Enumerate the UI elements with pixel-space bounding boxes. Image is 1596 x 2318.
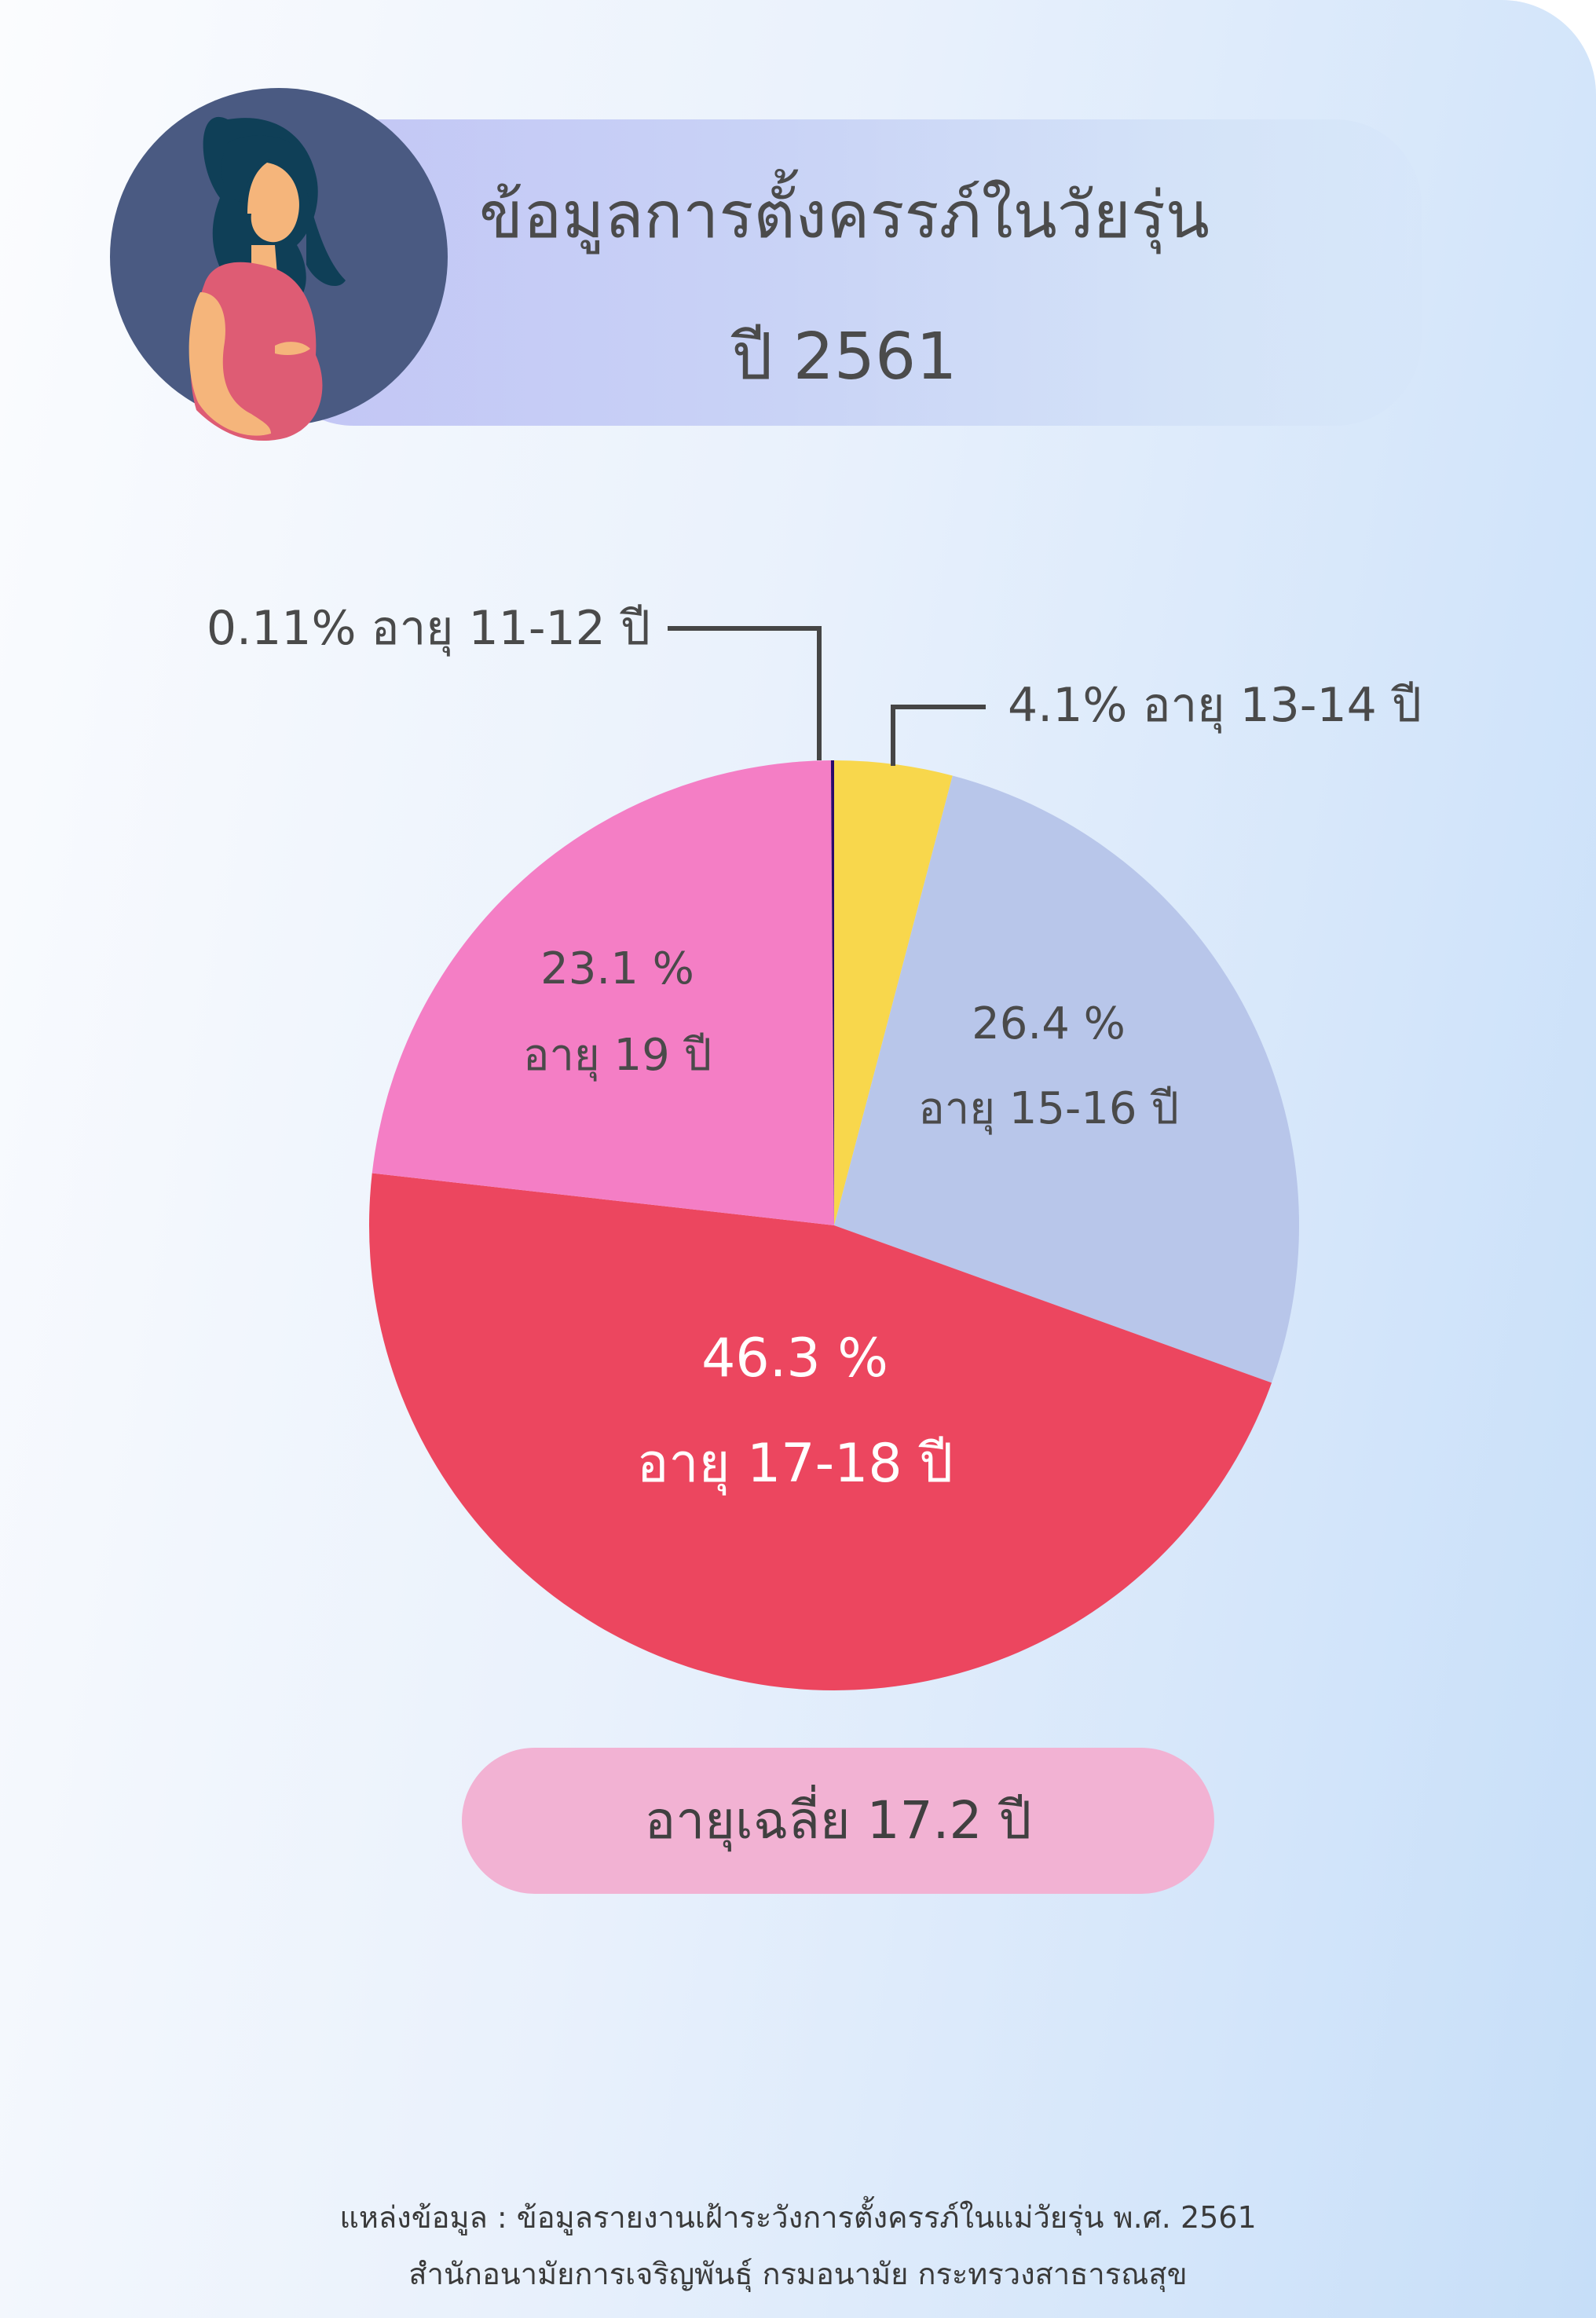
slice-label-age-age-17-18: อายุ 17-18 ปี	[637, 1433, 954, 1496]
callout-line-age-11-12	[668, 626, 822, 760]
slice-label-pct-age-17-18: 46.3 %	[701, 1327, 888, 1390]
pregnant-woman-icon	[110, 88, 448, 441]
slice-label-age-age-19: อายุ 19 ปี	[523, 1030, 712, 1082]
page-subtitle-year: ปี 2561	[731, 320, 957, 394]
average-age-text: อายุเฉลี่ย 17.2 ปี	[644, 1790, 1032, 1851]
callout-line-age-13-14	[891, 705, 986, 766]
callout-label-age-13-14: 4.1% อายุ 13-14 ปี	[1008, 678, 1422, 734]
slice-label-pct-age-19: 23.1 %	[540, 943, 694, 994]
pie-slice-age-11-12	[830, 760, 834, 1225]
title-banner	[267, 119, 1422, 426]
pie-slice-age-13-14	[834, 760, 953, 1225]
callout-label-age-11-12: 0.11% อายุ 11-12 ปี	[207, 601, 650, 657]
slice-label-age-age-15-16: อายุ 15-16 ปี	[918, 1083, 1179, 1135]
source-line-1: แหล่งข้อมูล : ข้อมูลรายงานเฝ้าระวังการตั…	[339, 2200, 1257, 2235]
pie-slice-age-15-16	[834, 775, 1300, 1383]
pie-slice-age-19	[372, 760, 834, 1225]
slice-label-pct-age-15-16: 26.4 %	[972, 998, 1126, 1049]
page-title: ข้อมูลการตั้งครรภ์ในวัยรุ่น	[479, 178, 1210, 253]
average-age-badge	[462, 1748, 1214, 1894]
source-line-2: สำนักอนามัยการเจริญพันธุ์ กรมอนามัย กระท…	[408, 2257, 1188, 2291]
pie-slice-age-17-18	[369, 1173, 1272, 1690]
